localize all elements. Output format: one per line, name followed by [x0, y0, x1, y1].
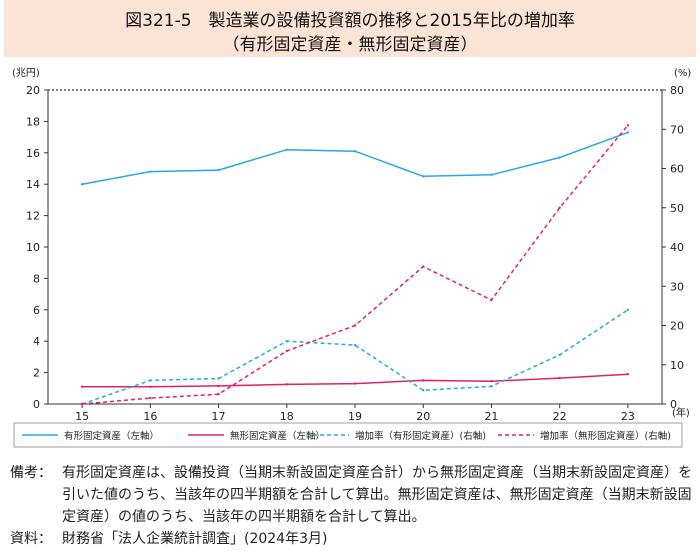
data-point — [558, 206, 561, 209]
x-tick-label: 17 — [212, 410, 226, 423]
source-row: 資料： 財務省「法人企業統計調査」(2024年3月) — [10, 528, 695, 550]
x-tick-label: 15 — [75, 410, 89, 423]
left-tick-label: 12 — [26, 210, 40, 223]
data-point — [626, 131, 630, 134]
right-axis-unit: (%) — [674, 68, 691, 79]
data-point — [353, 382, 357, 385]
x-tick-label: 21 — [484, 410, 498, 423]
x-tick-label: 19 — [348, 410, 362, 423]
legend-label-1: 有形固定資産（左軸） — [64, 430, 159, 442]
data-point — [149, 385, 152, 388]
data-point — [217, 377, 220, 380]
data-point — [353, 150, 357, 153]
data-point — [80, 402, 84, 406]
series-line-1 — [81, 131, 629, 185]
x-tick-label: 23 — [621, 410, 635, 423]
right-tick-label: 40 — [670, 241, 684, 254]
data-point — [353, 343, 357, 347]
left-tick-label: 6 — [33, 304, 40, 317]
left-tick-label: 0 — [33, 398, 40, 411]
data-point — [558, 376, 561, 380]
axes-layer: 0 2 4 6 8 10 12 14 16 18 20 0 10 20 30 40 50 60 70 80 15 16 17… — [12, 67, 691, 423]
source-label: 資料： — [10, 531, 52, 547]
chart-title: 図321-5 製造業の設備投資額の推移と2015年比の増加率 — [125, 11, 575, 31]
data-point — [80, 385, 84, 388]
data-point — [285, 349, 288, 353]
data-point — [217, 384, 220, 388]
legend-label-2: 無形固定資産（左軸） — [230, 430, 325, 442]
data-point — [217, 168, 220, 172]
data-point — [558, 353, 561, 357]
right-tick-label: 20 — [670, 320, 684, 333]
data-point — [490, 385, 493, 388]
data-point — [422, 389, 425, 392]
chart-subtitle: （有形固定資産・無形固定資産） — [222, 35, 478, 55]
right-tick-label: 80 — [670, 84, 684, 97]
data-point — [422, 379, 425, 382]
left-tick-label: 8 — [33, 272, 40, 285]
left-tick-label: 20 — [26, 84, 40, 97]
left-axis-unit: (兆円) — [12, 67, 40, 79]
left-tick-label: 10 — [26, 241, 40, 254]
data-point — [217, 392, 220, 396]
data-point — [490, 173, 493, 176]
x-tick-label: 18 — [280, 410, 294, 423]
data-point — [490, 380, 493, 383]
remark-row: 備考： 有形固定資産は、設備投資（当期末新設固定資産合計）から無形固定資産（当期… — [10, 462, 695, 528]
data-point — [422, 175, 425, 178]
series-line-4 — [82, 124, 629, 405]
data-point — [626, 124, 630, 127]
line-chart: 0 2 4 6 8 10 12 14 16 18 20 0 10 20 30 40 50 60 70 80 15 16 17… — [12, 67, 691, 448]
data-point — [80, 183, 84, 186]
left-tick-label: 2 — [33, 367, 40, 380]
series-layer — [80, 124, 630, 406]
data-point — [285, 383, 288, 386]
title-box: 図321-5 製造業の設備投資額の推移と2015年比の増加率 （有形固定資産・無… — [4, 0, 696, 57]
notes: 備考： 有形固定資産は、設備投資（当期末新設固定資産合計）から無形固定資産（当期… — [10, 462, 695, 550]
right-tick-label: 0 — [670, 398, 677, 411]
right-tick-label: 60 — [670, 163, 684, 176]
right-tick-label: 10 — [670, 359, 684, 372]
remark-text: 有形固定資産は、設備投資（当期末新設固定資産合計）から無形固定資産（当期末新設固… — [62, 465, 692, 525]
source-text: 財務省「法人企業統計調査」(2024年3月) — [62, 531, 328, 547]
data-point — [353, 324, 357, 327]
data-point — [149, 396, 152, 400]
data-point — [490, 298, 493, 302]
x-tick-label: 16 — [143, 410, 157, 423]
data-point — [558, 156, 561, 159]
left-tick-label: 16 — [26, 147, 40, 160]
right-tick-label: 30 — [670, 280, 684, 293]
data-point — [626, 372, 630, 376]
left-tick-label: 4 — [33, 335, 40, 348]
left-tick-label: 14 — [26, 178, 40, 191]
data-point — [422, 265, 425, 268]
data-point — [285, 340, 288, 343]
left-tick-label: 18 — [26, 115, 40, 128]
series-line-3 — [81, 309, 629, 405]
data-point — [149, 170, 152, 173]
x-tick-label: 22 — [553, 410, 567, 423]
data-point — [626, 308, 630, 311]
x-axis-unit: (年) — [672, 406, 690, 419]
right-tick-label: 70 — [670, 123, 684, 136]
right-tick-label: 50 — [670, 202, 684, 215]
legend-label-4: 増加率（無形固定資産）(右軸) — [540, 430, 671, 442]
legend-label-3: 増加率（有形固定資産）(右軸) — [355, 430, 486, 442]
legend: 有形固定資産（左軸） 無形固定資産（左軸） 増加率（有形固定資産）(右軸) 増加率（無… — [13, 422, 683, 448]
data-point — [285, 148, 288, 151]
data-point — [149, 379, 152, 382]
x-tick-label: 20 — [416, 410, 430, 423]
remark-label: 備考： — [10, 465, 52, 481]
